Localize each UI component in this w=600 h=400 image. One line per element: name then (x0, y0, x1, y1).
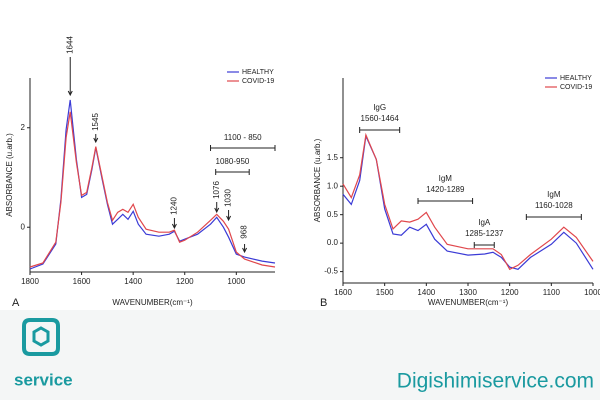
bracket (210, 145, 276, 151)
bracket-label: IgG (373, 103, 386, 112)
legend-label: COVID-19 (242, 78, 274, 85)
bracket-label: IgM (439, 174, 453, 183)
bracket-label: 1080-950 (216, 157, 250, 166)
peak-label: 1076 (212, 181, 221, 199)
bracket (525, 214, 582, 220)
x-axis-title: WAVENUMBER(cm⁻¹) (428, 298, 509, 307)
series-line (29, 111, 276, 268)
x-tick-label: 1300 (459, 288, 477, 297)
peak-label: 968 (240, 225, 249, 239)
legend-label: HEALTHY (560, 75, 592, 82)
bracket (473, 242, 495, 248)
peak-arrow (171, 218, 177, 230)
bracket-label: IgM (547, 190, 561, 199)
bracket-label: 1420-1289 (426, 185, 465, 194)
bracket (359, 127, 401, 133)
bracket (417, 198, 474, 204)
bracket-label: 1160-1028 (535, 201, 573, 210)
logo (22, 318, 60, 356)
x-tick-label: 1200 (501, 288, 519, 297)
peak-label: 1545 (91, 113, 100, 131)
footer-bg (0, 310, 600, 400)
bracket-label: 1285-1237 (465, 229, 504, 238)
y-tick-label: 0.5 (327, 210, 339, 219)
x-tick-label: 1800 (21, 277, 39, 286)
website: Digishimiservice.com (397, 370, 594, 393)
peak-arrow (242, 244, 248, 254)
y-axis-title: ABSORBANCE (u.arb.) (5, 133, 14, 217)
x-tick-label: 1200 (176, 277, 194, 286)
legend-label: COVID-19 (560, 84, 592, 91)
y-tick-label: -0.5 (324, 267, 338, 276)
peak-arrow (226, 210, 232, 222)
panel-label: B (320, 297, 327, 309)
y-tick-label: 1.5 (327, 153, 339, 162)
bracket-label: 1100 - 850 (224, 133, 262, 142)
logo-frame (22, 318, 60, 356)
logo-text: service (14, 370, 73, 389)
figure-bg (0, 0, 600, 310)
peak-label: 1030 (224, 189, 233, 207)
x-tick-label: 1600 (334, 288, 352, 297)
series-line (342, 132, 594, 271)
x-tick-label: 1500 (376, 288, 394, 297)
logo-hex (32, 326, 50, 347)
x-tick-label: 1000 (584, 288, 600, 297)
y-tick-label: 1.0 (327, 181, 339, 190)
series-line (29, 99, 276, 270)
y-tick-label: 2 (21, 123, 26, 132)
bracket-label: 1560-1464 (361, 114, 400, 123)
peak-arrow (93, 134, 99, 144)
y-axis-title: ABSORBANCE (u.arb.) (313, 138, 322, 222)
panel-label: A (12, 297, 20, 309)
legend-label: HEALTHY (242, 69, 274, 76)
y-tick-label: 0.0 (327, 238, 339, 247)
peak-label: 1644 (65, 36, 74, 54)
peak-arrow (67, 57, 73, 97)
y-tick-label: 0 (21, 222, 26, 231)
x-tick-label: 1600 (73, 277, 91, 286)
bracket-label: IgA (478, 218, 491, 227)
x-tick-label: 1400 (417, 288, 435, 297)
x-tick-label: 1400 (124, 277, 142, 286)
x-axis-title: WAVENUMBER(cm⁻¹) (112, 298, 193, 307)
peak-arrow (214, 202, 220, 214)
x-tick-label: 1100 (543, 288, 561, 297)
peak-label: 1240 (170, 197, 179, 215)
x-tick-label: 1000 (227, 277, 245, 286)
bracket (215, 169, 250, 175)
